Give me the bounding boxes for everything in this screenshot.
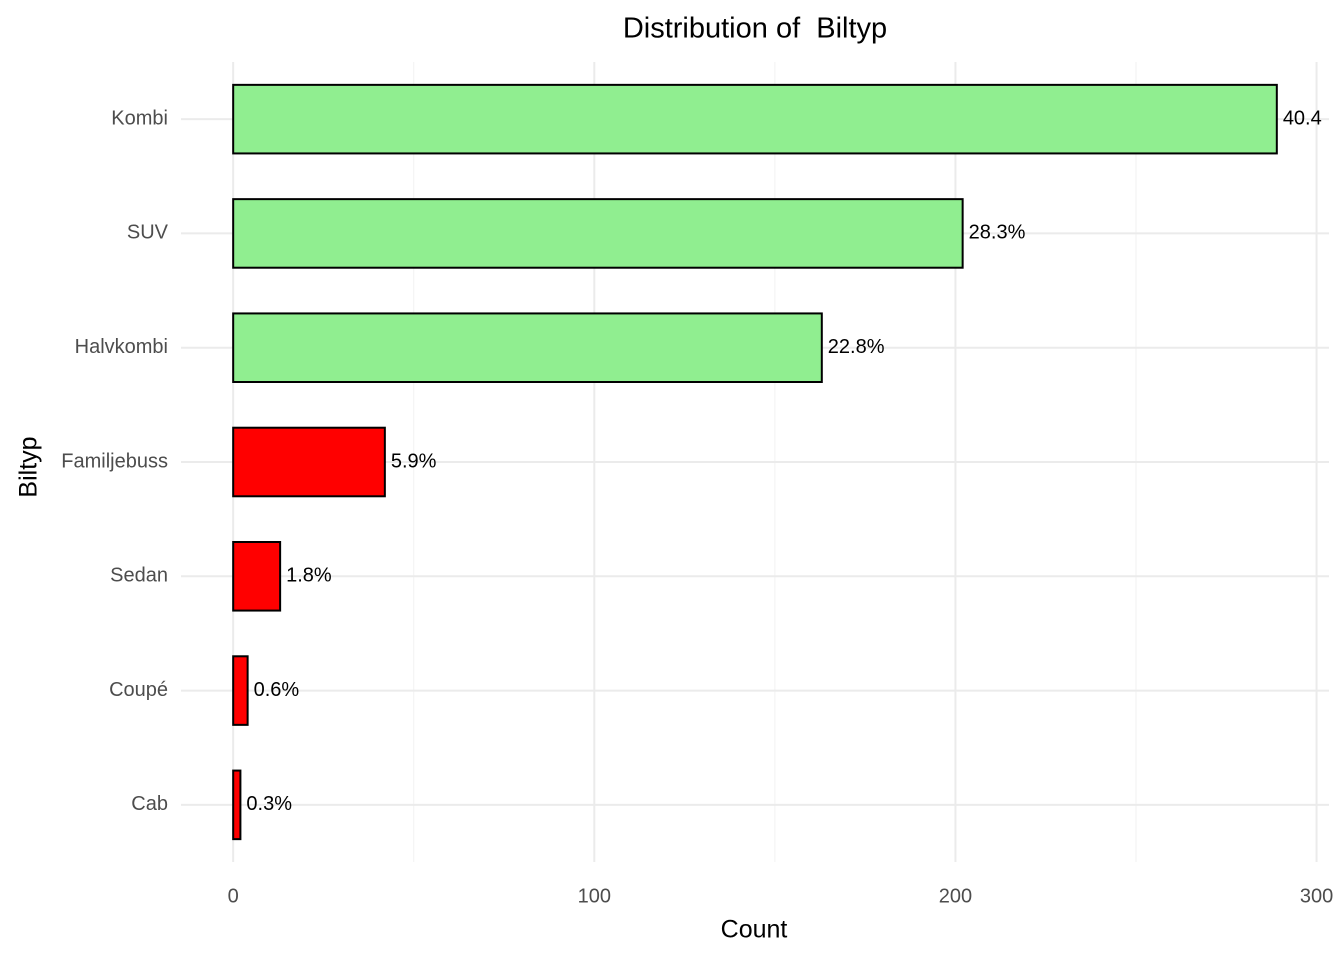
x-tick-label: 0 (228, 885, 239, 907)
y-tick-label: Coupé (109, 679, 168, 701)
y-tick-label: Cab (131, 793, 168, 815)
y-tick-label: Sedan (110, 565, 168, 587)
y-tick-label: Halvkombi (75, 336, 168, 358)
y-tick-label: Familjebuss (61, 450, 168, 472)
data-label: 40.4 (1283, 107, 1322, 129)
bar (232, 198, 964, 269)
x-axis-title: Count (721, 916, 788, 944)
data-label: 0.6% (254, 679, 300, 701)
bar (232, 83, 1278, 155)
y-tick-label: SUV (127, 222, 169, 244)
chart-title: Distribution of Biltyp (623, 13, 887, 45)
data-label: 0.3% (246, 793, 292, 815)
x-tick-label: 100 (578, 885, 611, 907)
y-axis-title: Biltyp (15, 436, 43, 497)
bar (232, 769, 242, 841)
x-tick-label: 300 (1300, 885, 1333, 907)
bar (232, 541, 282, 612)
bar (232, 426, 386, 498)
x-tick-label: 200 (939, 885, 972, 907)
bar (232, 655, 249, 726)
bar (232, 312, 823, 383)
data-label: 28.3% (969, 222, 1026, 244)
data-label: 22.8% (828, 336, 885, 358)
y-tick-label: Kombi (111, 107, 168, 129)
data-label: 5.9% (391, 450, 437, 472)
data-label: 1.8% (286, 565, 332, 587)
